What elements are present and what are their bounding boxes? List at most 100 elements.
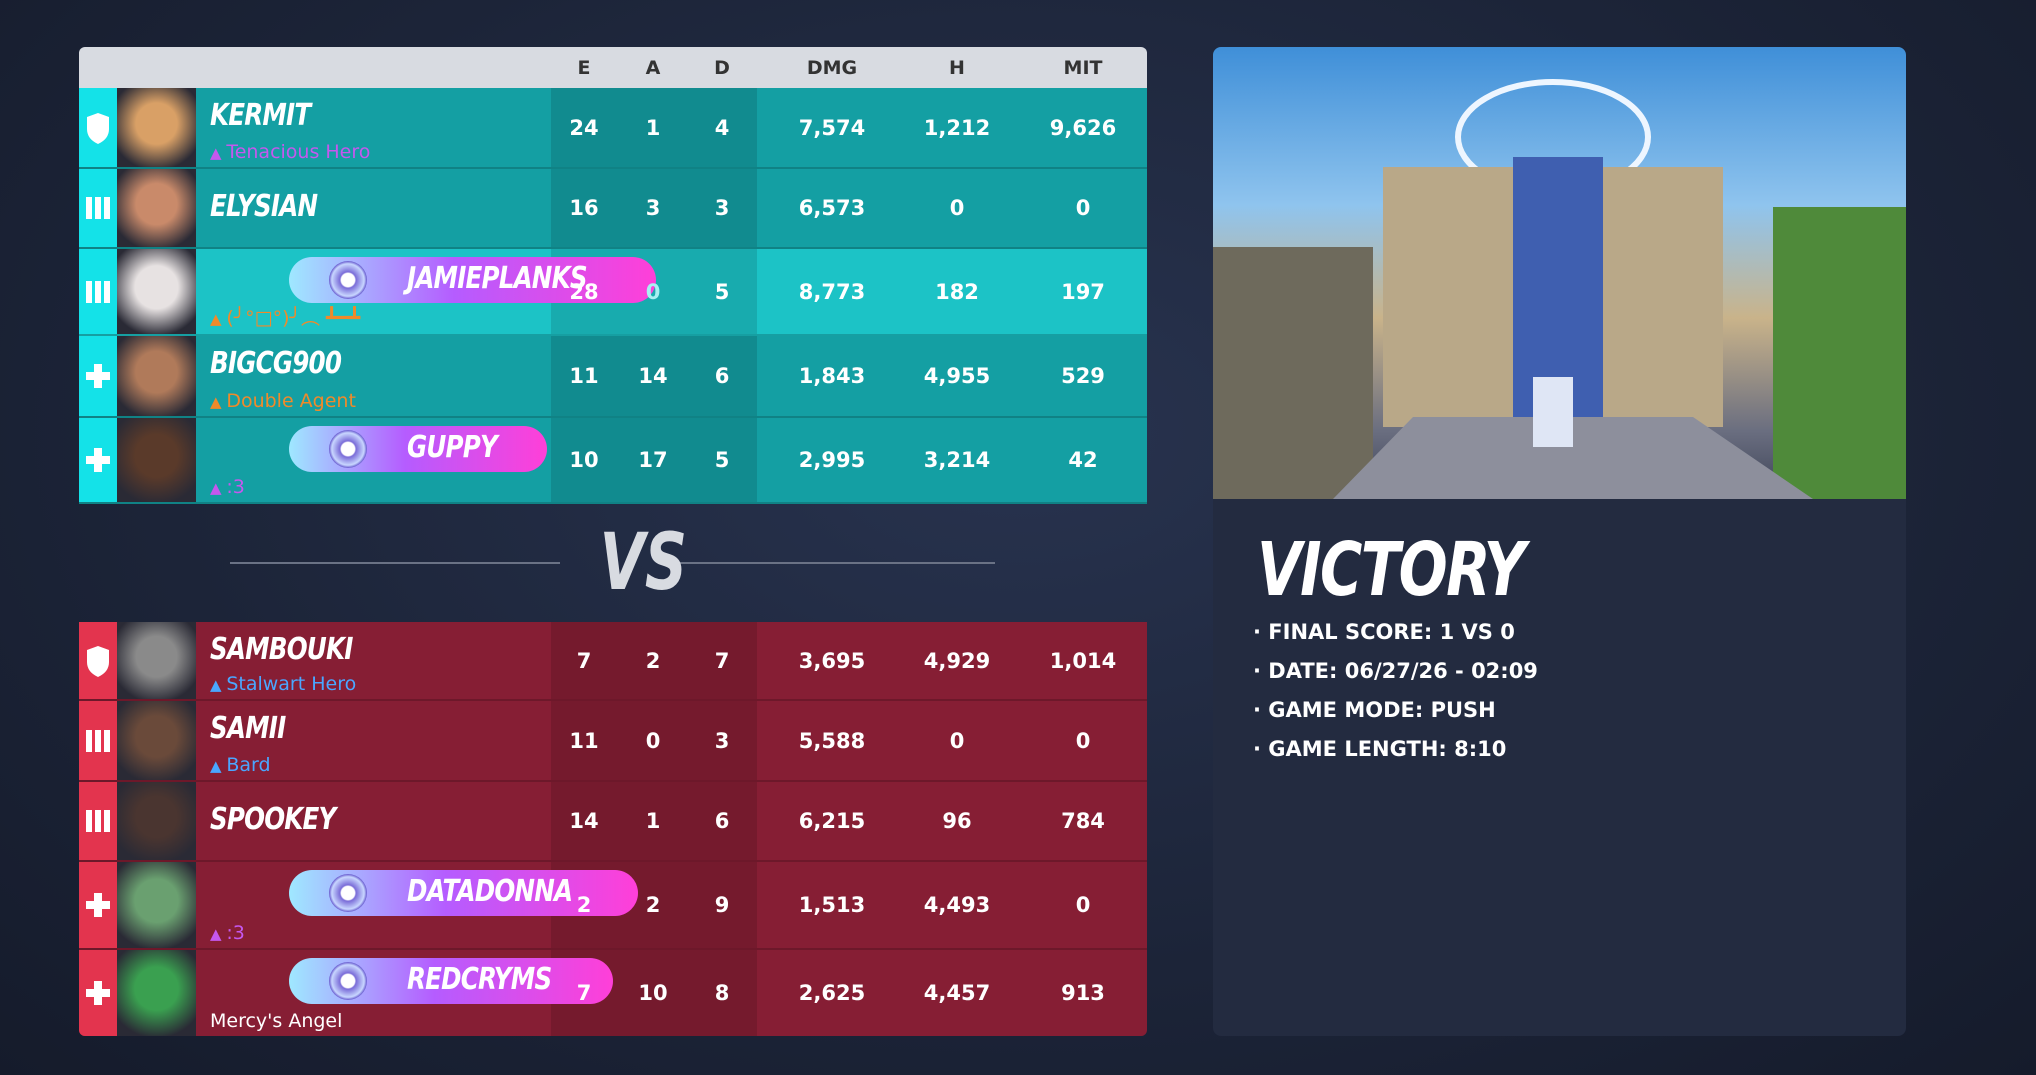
hero-portrait [117, 88, 196, 167]
stat-value: 5,588 [798, 728, 866, 753]
stat-value: 42 [1068, 448, 1098, 472]
stat-value: 24 [569, 115, 599, 140]
stat-value: 2 [645, 893, 661, 917]
role-glyph [86, 893, 110, 917]
role-glyph [86, 364, 110, 388]
player-name: SAMBOUKI [210, 632, 353, 667]
stat-value: 6 [714, 809, 730, 833]
stat-value: 6,573 [798, 196, 866, 220]
column-header: A [645, 57, 661, 79]
detail-line: · GAME LENGTH: 8:10 [1253, 737, 1507, 761]
title-icon: ▲ [210, 676, 227, 694]
role-icon [79, 782, 117, 860]
player-row: DATADONNA ▲ :3 2 2 9 1,513 4,493 0 [79, 862, 1147, 950]
player-name: DATADONNA [407, 874, 573, 909]
divider [230, 562, 560, 564]
hero-portrait [117, 249, 196, 334]
name-badge: DATADONNA [289, 870, 639, 916]
role-glyph [86, 197, 110, 219]
stat-value: 784 [1061, 809, 1105, 833]
player-row: SAMBOUKI ▲ Stalwart Hero 7 2 7 3,695 4,929 1,01… [79, 622, 1147, 701]
stat-value: 2,995 [798, 448, 866, 472]
stat-band [551, 782, 757, 860]
player-subtitle: ▲ Stalwart Hero [210, 673, 356, 695]
stat-value: 1,014 [1049, 648, 1117, 673]
role-icon [79, 701, 117, 780]
stat-value: 9 [714, 893, 730, 917]
title-icon: ▲ [210, 144, 227, 162]
role-glyph [86, 448, 110, 472]
stat-value: 8 [714, 981, 730, 1005]
stat-value: 3 [645, 196, 661, 220]
role-icon [79, 418, 117, 502]
stat-value: 0 [1075, 196, 1091, 220]
stat-value: 1 [645, 809, 661, 833]
hero-portrait [117, 622, 196, 699]
column-header: MIT [1063, 57, 1103, 79]
stat-value: 5 [714, 279, 730, 304]
player-name: SPOOKEY [210, 802, 336, 837]
stat-value: 7 [576, 648, 592, 673]
player-subtitle: ▲ Bard [210, 754, 271, 776]
stat-value: 6,215 [798, 809, 866, 833]
role-glyph [86, 981, 110, 1005]
stat-value: 7,574 [798, 115, 866, 140]
subtitle-text: Mercy's Angel [210, 1010, 343, 1032]
hero-portrait [117, 782, 196, 860]
role-glyph [87, 112, 109, 144]
stat-value: 913 [1061, 981, 1105, 1005]
stat-value: 16 [569, 196, 599, 220]
badge-icon [329, 874, 367, 912]
stat-value: 3 [714, 728, 730, 753]
stat-value: 7 [714, 648, 730, 673]
stat-value: 11 [569, 728, 599, 753]
stat-value: 197 [1061, 279, 1105, 304]
subtitle-text: Stalwart Hero [226, 673, 357, 695]
subtitle-text: (╯°□°)╯︵ ┻━┻ [226, 307, 361, 329]
player-name: SAMII [210, 711, 286, 746]
stat-value: 5 [714, 448, 730, 472]
table-header: E A D DMG H MIT [79, 47, 1147, 88]
badge-icon [329, 430, 367, 468]
stat-band [551, 701, 757, 780]
summary-panel: VICTORY · FINAL SCORE: 1 VS 0 · DATE: 06/… [1213, 47, 1906, 1036]
role-icon [79, 169, 117, 247]
player-row: SPOOKEY 14 1 6 6,215 96 784 [79, 782, 1147, 862]
player-subtitle: ▲ Double Agent [210, 390, 356, 412]
role-icon [79, 88, 117, 167]
stat-value: 1,212 [923, 115, 991, 140]
player-row: ELYSIAN 16 3 3 6,573 0 0 [79, 169, 1147, 249]
subtitle-text: :3 [226, 922, 245, 944]
stat-value: 1 [645, 115, 661, 140]
stat-value: 7 [576, 981, 592, 1005]
role-icon [79, 862, 117, 948]
stat-value: 4 [714, 115, 730, 140]
player-name: JAMIEPLANKS [407, 261, 588, 296]
title-icon: ▲ [210, 479, 227, 497]
stat-value: 2 [645, 648, 661, 673]
detail-line: · DATE: 06/27/26 - 02:09 [1253, 659, 1538, 683]
stat-value: 0 [1075, 893, 1091, 917]
player-row: GUPPY ▲ :3 10 17 5 2,995 3,214 42 [79, 418, 1147, 504]
player-row: SAMII ▲ Bard 11 0 3 5,588 0 0 [79, 701, 1147, 782]
stat-band [551, 418, 757, 502]
stairs [1333, 417, 1813, 499]
subtitle-text: :3 [226, 476, 245, 498]
role-glyph [86, 280, 110, 303]
role-glyph [86, 810, 110, 832]
stat-value: 0 [645, 279, 661, 304]
hero-portrait [117, 418, 196, 502]
stat-value: 0 [1075, 728, 1091, 753]
stat-value: 0 [949, 196, 965, 220]
role-icon [79, 336, 117, 416]
stat-band [551, 88, 757, 167]
vs-label: VS [599, 518, 687, 608]
map-art [1213, 79, 1906, 499]
hero-portrait [117, 336, 196, 416]
hero-portrait [117, 701, 196, 780]
name-badge: JAMIEPLANKS [289, 257, 657, 303]
player-subtitle: ▲ Tenacious Hero [210, 141, 370, 163]
player-row: KERMIT ▲ Tenacious Hero 24 1 4 7,574 1,212 9,62… [79, 88, 1147, 169]
column-header: E [577, 57, 591, 79]
